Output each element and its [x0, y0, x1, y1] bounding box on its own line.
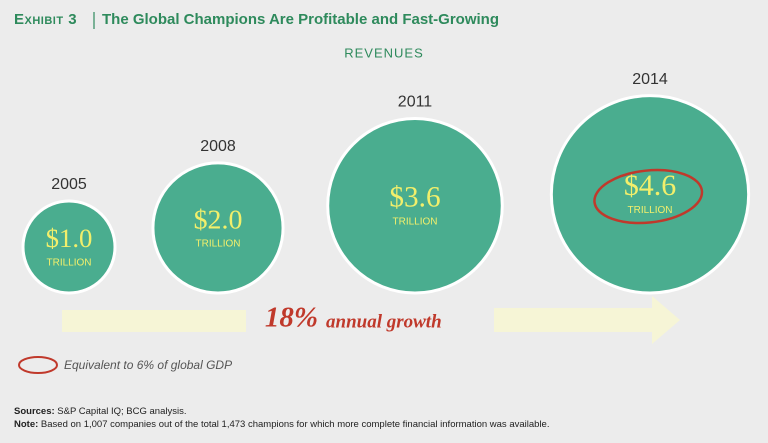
sources-text: S&P Capital IQ; BCG analysis. [57, 406, 187, 417]
value-label: $2.0 [194, 204, 243, 235]
value-label: $3.6 [389, 181, 440, 213]
chart-subtitle: REVENUES [344, 45, 424, 60]
year-label: 2008 [200, 138, 236, 155]
exhibit-label: Exhibit 3 [14, 11, 77, 28]
year-label: 2005 [51, 176, 87, 193]
unit-label: TRILLION [627, 205, 672, 216]
year-label: 2014 [632, 71, 668, 88]
chart: Exhibit 3 The Global Champions Are Profi… [14, 11, 751, 374]
legend-marker [18, 356, 58, 374]
highlight-circle [593, 168, 704, 225]
bubble [326, 116, 504, 295]
unit-label: TRILLION [392, 216, 437, 227]
growth-arrow-left [62, 310, 246, 332]
value-label: $4.6 [624, 169, 676, 202]
growth-arrow-right [494, 296, 680, 344]
sources-label: Sources: [14, 406, 55, 417]
year-label: 2011 [398, 94, 433, 111]
chart-title: The Global Champions Are Profitable and … [102, 11, 499, 28]
unit-label: TRILLION [46, 258, 91, 269]
growth-text: annual growth [326, 311, 442, 332]
growth-rate: 18% [265, 302, 318, 334]
value-label: $1.0 [46, 223, 93, 253]
bubble [21, 199, 117, 295]
unit-label: TRILLION [195, 239, 240, 250]
legend-label: Equivalent to 6% of global GDP [64, 358, 232, 372]
note-text: Based on 1,007 companies out of the tota… [40, 419, 550, 430]
sources: Sources: S&P Capital IQ; BCG analysis. [14, 406, 186, 417]
bubble [549, 94, 751, 295]
bubble [151, 161, 285, 295]
note-label: Note: [14, 419, 39, 430]
note: Note: Based on 1,007 companies out of th… [14, 419, 549, 430]
